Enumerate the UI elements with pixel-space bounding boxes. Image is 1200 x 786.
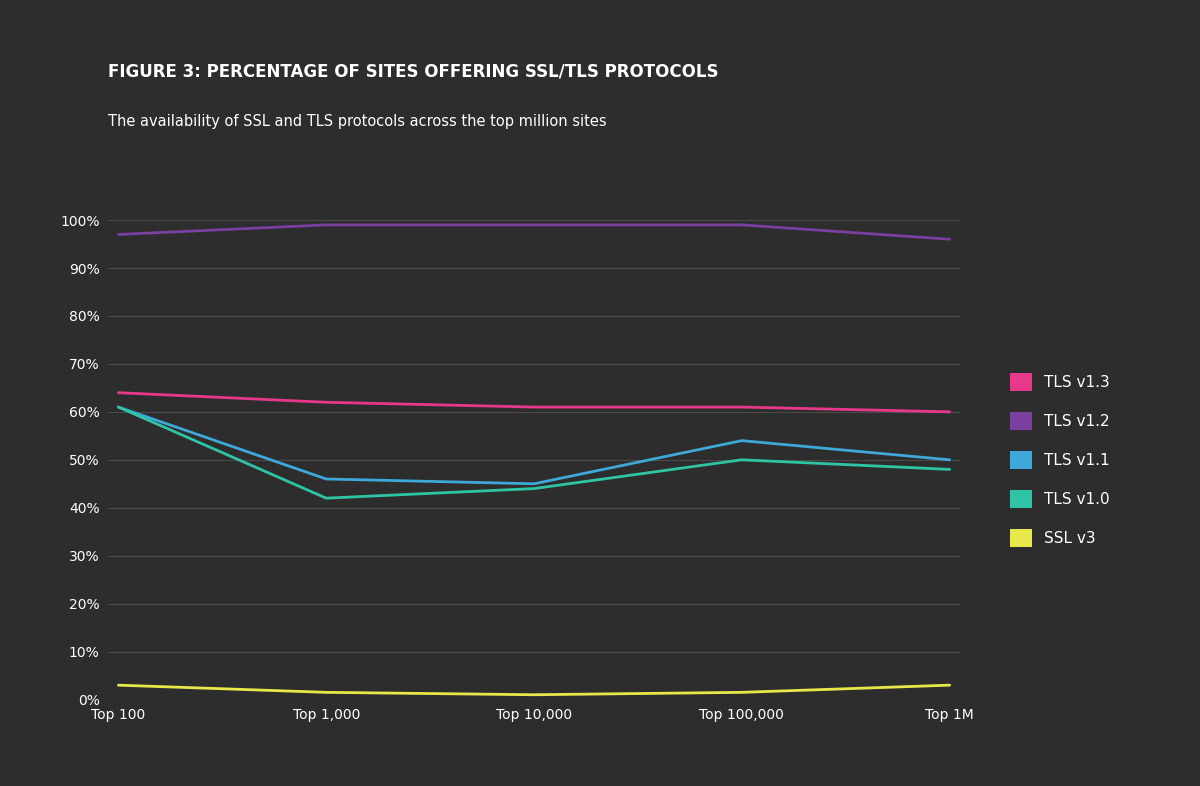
Text: FIGURE 3: PERCENTAGE OF SITES OFFERING SSL/TLS PROTOCOLS: FIGURE 3: PERCENTAGE OF SITES OFFERING S… — [108, 63, 719, 81]
Text: The availability of SSL and TLS protocols across the top million sites: The availability of SSL and TLS protocol… — [108, 114, 607, 129]
Legend: TLS v1.3, TLS v1.2, TLS v1.1, TLS v1.0, SSL v3: TLS v1.3, TLS v1.2, TLS v1.1, TLS v1.0, … — [1010, 373, 1110, 547]
